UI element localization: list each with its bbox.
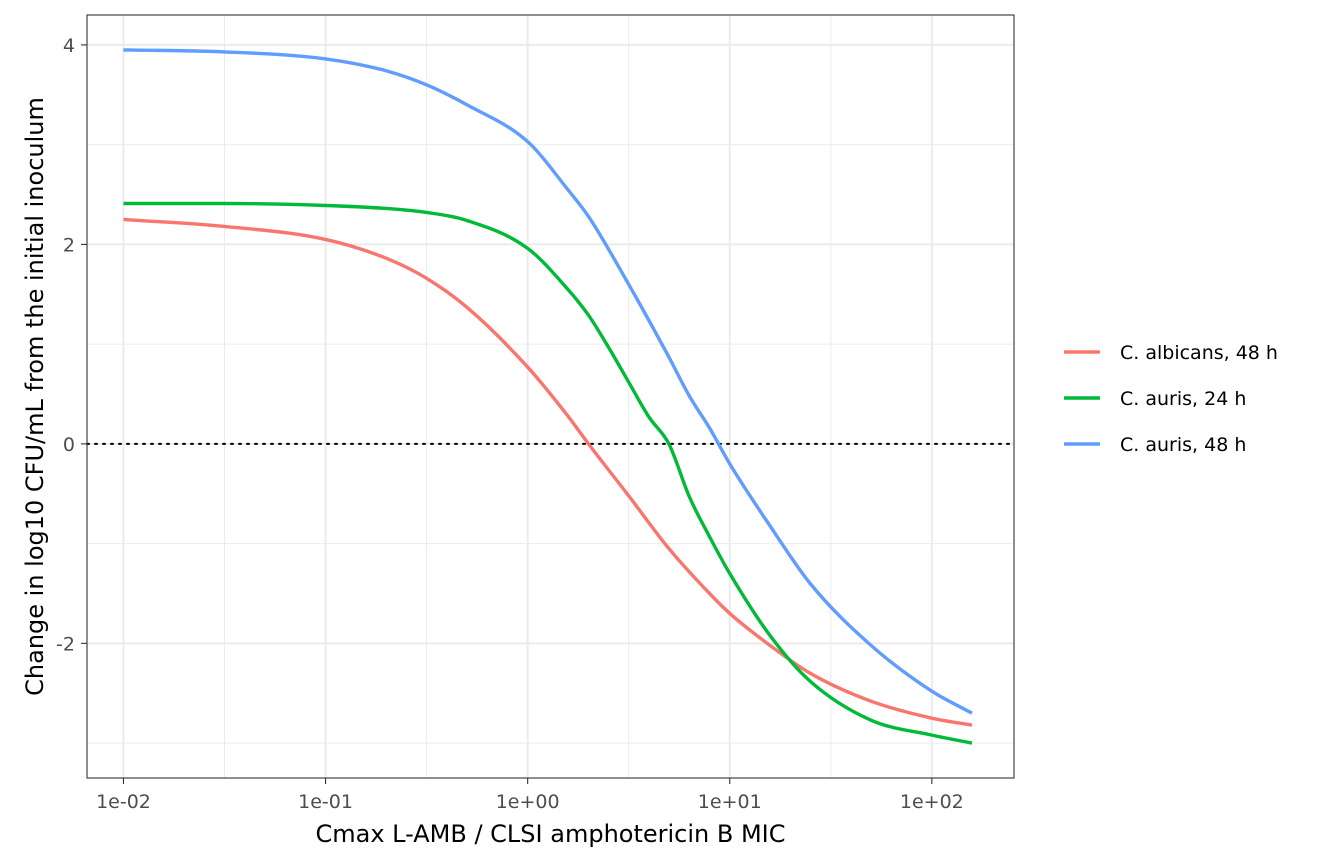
x-tick-label: 1e+01 [698,791,762,813]
y-axis-title: Change in log10 CFU/mL from the initial … [21,97,49,696]
series-layer [123,48,973,745]
x-axis: 1e-02 1e-01 1e+00 1e+01 1e+02 [96,778,964,813]
y-axis: -2 0 2 4 [56,35,87,655]
x-tick-label: 1e-02 [96,791,151,813]
legend-label-1: C. albicans, 48 h [1120,342,1278,364]
x-tick-label: 1e+00 [496,791,560,813]
legend-label-3: C. auris, 48 h [1120,434,1246,456]
series-line-2 [123,201,973,745]
legend: C. albicans, 48 h C. auris, 24 h C. auris,… [1064,342,1278,456]
y-tick-label: 0 [63,434,75,456]
y-tick-label: -2 [56,633,75,655]
series-line-1 [123,217,973,727]
x-tick-label: 1e-01 [298,791,353,813]
plot-border [86,14,1015,779]
minor-gridlines [87,15,1014,778]
legend-label-2: C. auris, 24 h [1120,388,1246,410]
x-axis-title: Cmax L-AMB / CLSI amphotericin B MIC [315,820,785,848]
y-tick-label: 4 [63,35,75,57]
series-line-3 [123,48,973,715]
y-tick-label: 2 [63,234,75,256]
x-tick-label: 1e+02 [900,791,964,813]
